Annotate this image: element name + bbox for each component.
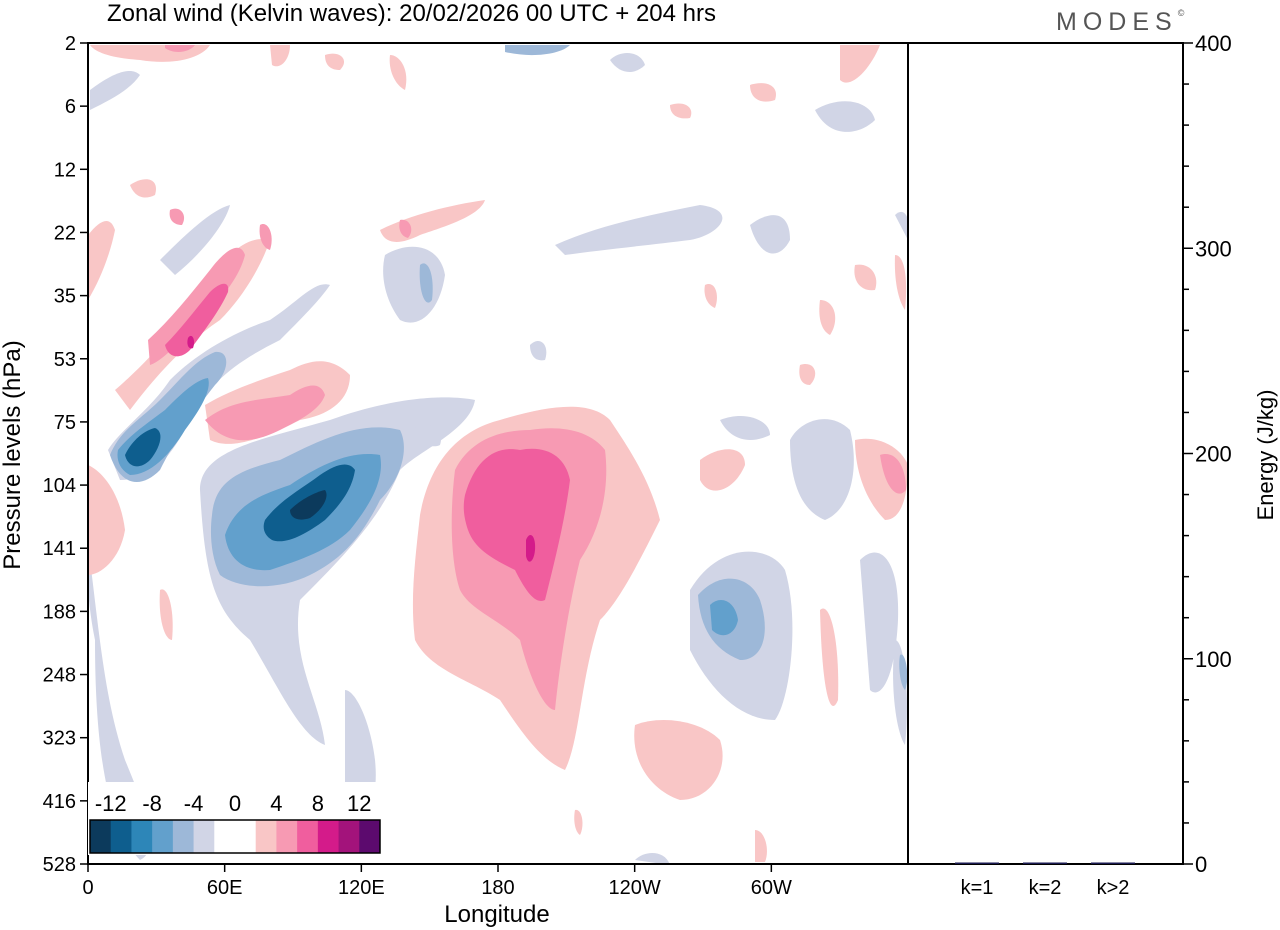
colorbar-swatch (255, 820, 277, 853)
energy-bar (1091, 862, 1135, 864)
y-tick-label: 528 (43, 854, 76, 876)
x-axis-label: Longitude (444, 901, 549, 928)
logo-mark: © (1177, 8, 1185, 18)
colorbar-label: 12 (347, 791, 371, 816)
colorbar-label: 8 (312, 791, 324, 816)
y-tick-label: 53 (54, 349, 76, 371)
y-tick-label: 248 (43, 665, 76, 687)
colorbar-swatch (172, 820, 195, 853)
colorbar-label: 0 (229, 791, 241, 816)
colorbar-swatch (317, 820, 340, 853)
y-tick-label: 2 (65, 33, 76, 55)
y-tick-label: 104 (43, 475, 76, 497)
y-axis-label: Pressure levels (hPa) (0, 340, 26, 569)
contour-level-pos6 (165, 283, 570, 601)
energy-tick-label: 100 (1195, 647, 1232, 672)
y-tick-label: 416 (43, 791, 76, 813)
y-axis: 2 6 12 22 35 53 75 104 141 188 248 323 416 528 (43, 33, 88, 876)
energy-bar (1023, 862, 1067, 864)
colorbar-swatch (214, 820, 236, 853)
colorbar-swatch (297, 820, 319, 853)
colorbar-swatch (131, 820, 153, 853)
energy-tick-label: 200 (1195, 442, 1232, 467)
energy-tick-label: 0 (1195, 852, 1207, 877)
y-tick-label: 141 (43, 538, 76, 560)
energy-bar (955, 862, 999, 864)
x-tick-label: 120E (338, 877, 385, 899)
colorbar-label: -8 (142, 791, 162, 816)
y-tick-label: 188 (43, 601, 76, 623)
energy-axis: 0 100 200 300 400 (1183, 31, 1232, 877)
modes-logo: MODES© (1056, 8, 1184, 37)
y-tick-label: 323 (43, 728, 76, 750)
chart-title: Zonal wind (Kelvin waves): 20/02/2026 00… (107, 0, 716, 27)
energy-bars: k=1 k=2 k>2 (955, 862, 1135, 899)
colorbar: -12 -8 -4 0 4 8 12 (88, 782, 382, 855)
colorbar-label: 4 (270, 791, 282, 816)
energy-frame (907, 42, 1184, 865)
colorbar-swatch (90, 820, 112, 853)
colorbar-frame (89, 819, 381, 854)
y-tick-label: 12 (54, 159, 76, 181)
y-tick-label: 6 (65, 96, 76, 118)
energy-bar-label: k=2 (1029, 877, 1062, 899)
x-tick-label: 60E (207, 877, 243, 899)
colorbar-swatch (359, 820, 381, 853)
colorbar-swatch (110, 820, 132, 853)
x-tick-label: 180 (481, 877, 514, 899)
y-tick-label: 22 (54, 222, 76, 244)
colorbar-swatch (235, 820, 257, 853)
colorbar-label: -12 (95, 791, 127, 816)
x-tick-label: 60W (751, 877, 792, 899)
colorbar-swatch (338, 820, 360, 853)
contour-level-pos10 (187, 335, 536, 562)
x-axis: 0 60E 120E 180 120W 60W (82, 864, 792, 899)
y-tick-label: 75 (54, 412, 76, 434)
colorbar-swatch (276, 820, 298, 853)
energy-tick-label: 300 (1195, 236, 1232, 261)
contour-level-neg12 (290, 490, 327, 520)
logo-text: MODES (1056, 8, 1178, 36)
colorbar-swatch (193, 820, 215, 853)
contour-field (88, 45, 908, 864)
colorbar-label: -4 (184, 791, 204, 816)
energy-axis-label: Energy (J/kg) (1253, 390, 1278, 521)
x-tick-label: 120W (609, 877, 661, 899)
x-tick-label: 0 (82, 877, 93, 899)
energy-tick-label: 400 (1195, 31, 1232, 56)
y-tick-label: 35 (54, 286, 76, 308)
energy-bar-label: k=1 (961, 877, 994, 899)
energy-bar-label: k>2 (1097, 877, 1130, 899)
colorbar-swatch (152, 820, 174, 853)
